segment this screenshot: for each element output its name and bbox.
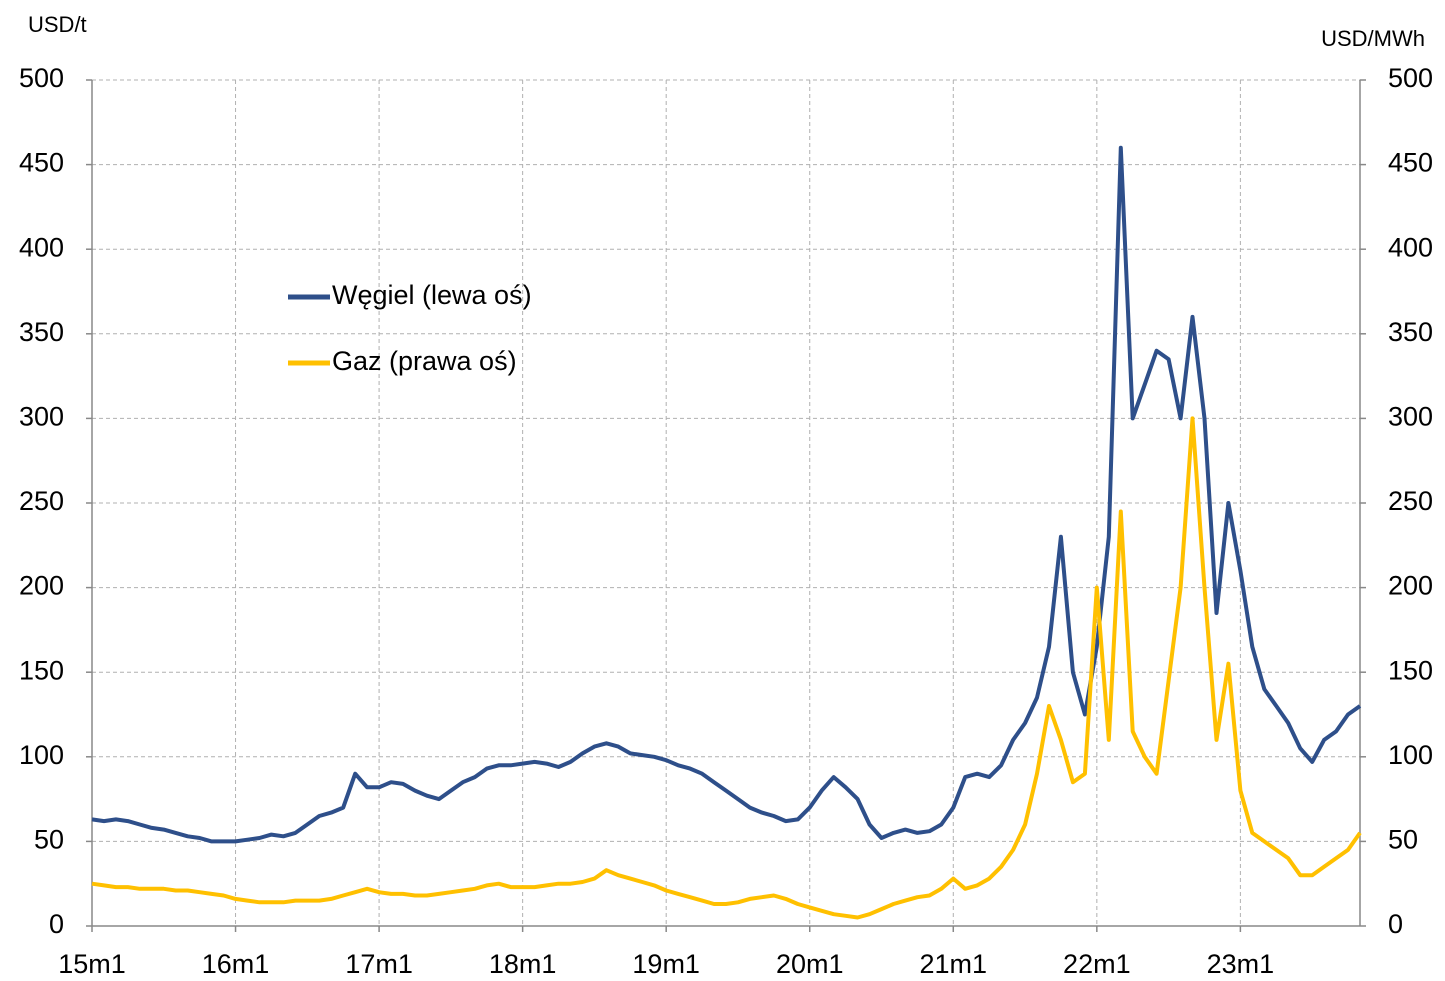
x-tick-label: 23m1 [1207, 949, 1275, 979]
x-tick-label: 17m1 [345, 949, 413, 979]
y-tick-label: 250 [19, 486, 64, 516]
y2-tick-label: 300 [1388, 402, 1433, 432]
y-tick-label: 350 [19, 317, 64, 347]
y-tick-label: 100 [19, 740, 64, 770]
x-tick-label: 18m1 [489, 949, 557, 979]
y-tick-label: 450 [19, 148, 64, 178]
x-tick-label: 16m1 [202, 949, 270, 979]
x-tick-label: 21m1 [920, 949, 988, 979]
y2-tick-label: 500 [1388, 63, 1433, 93]
y-tick-label: 500 [19, 63, 64, 93]
x-tick-label: 19m1 [632, 949, 700, 979]
legend-label: Gaz (prawa oś) [332, 346, 517, 376]
data-line [91, 416, 1362, 920]
y2-tick-label: 100 [1388, 740, 1433, 770]
y-axis-label: USD/t [28, 12, 87, 37]
y2-tick-label: 150 [1388, 655, 1433, 685]
y-tick-label: 400 [19, 232, 64, 262]
y-tick-label: 300 [19, 402, 64, 432]
y2-tick-label: 450 [1388, 148, 1433, 178]
y2-axis-label: USD/MWh [1321, 26, 1425, 51]
y2-tick-label: 0 [1388, 909, 1403, 939]
data-line [91, 145, 1362, 844]
y2-tick-label: 400 [1388, 232, 1433, 262]
y-tick-label: 150 [19, 655, 64, 685]
y-tick-label: 50 [34, 825, 64, 855]
x-tick-label: 15m1 [58, 949, 126, 979]
y2-tick-label: 350 [1388, 317, 1433, 347]
y-tick-label: 200 [19, 571, 64, 601]
legend-label: Węgiel (lewa oś) [332, 280, 532, 310]
x-tick-label: 22m1 [1063, 949, 1131, 979]
x-tick-label: 20m1 [776, 949, 844, 979]
y-tick-label: 0 [49, 909, 64, 939]
y2-tick-label: 200 [1388, 571, 1433, 601]
y2-tick-label: 50 [1388, 825, 1418, 855]
y2-tick-label: 250 [1388, 486, 1433, 516]
